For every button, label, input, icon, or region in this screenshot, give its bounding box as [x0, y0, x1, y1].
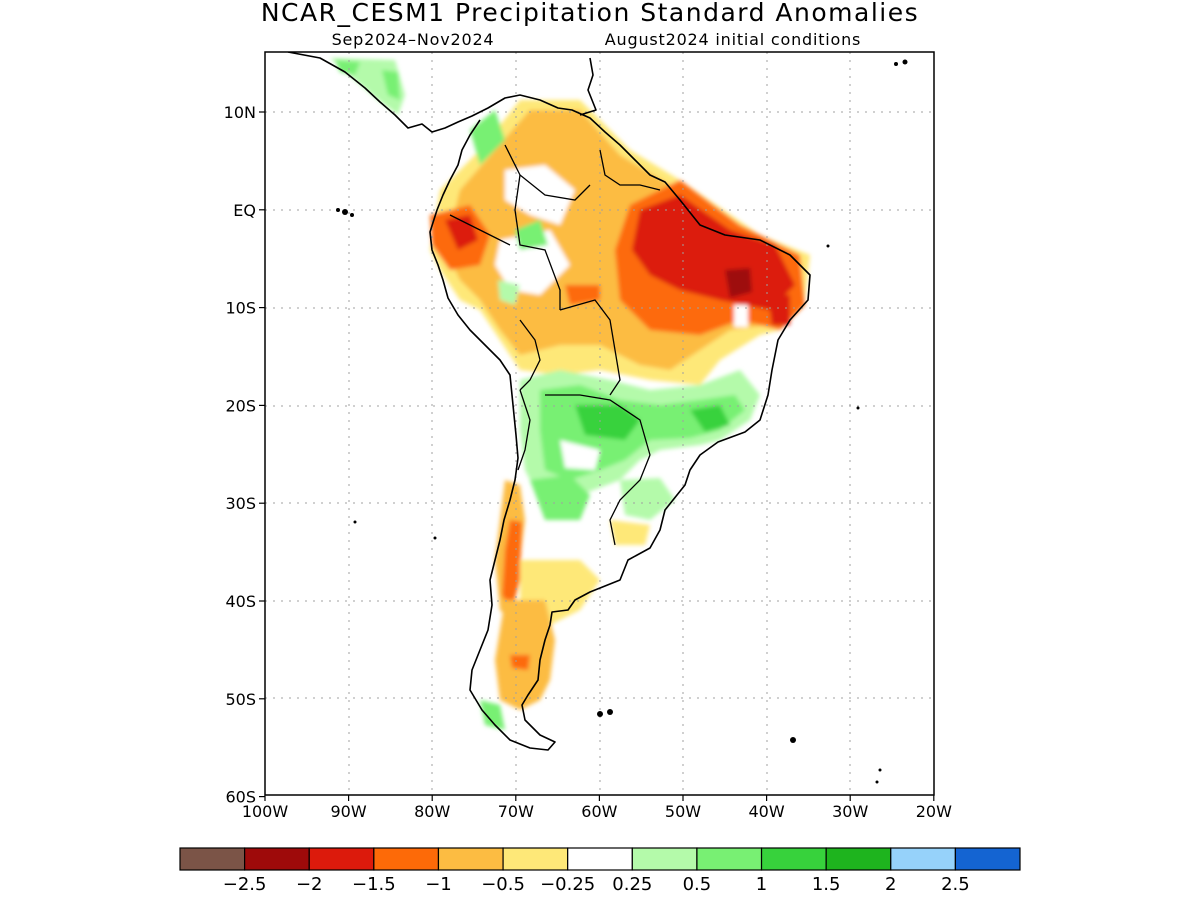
country-borders: [449, 144, 661, 546]
anomaly-amazon-dry-1: [565, 285, 600, 305]
anomaly-uruguay-dry: [610, 520, 650, 545]
lon-label: 100W: [242, 802, 289, 821]
colorbar-swatch: [631, 847, 698, 871]
colorbar-label: −2.5: [223, 874, 267, 895]
colorbar: −2.5 −2 −1.5 −1 −0.5 −0.25 0.25 0.5 1 1.5 2 2.5: [179, 847, 1021, 895]
lon-label: 50W: [665, 802, 701, 821]
islands: [336, 59, 908, 784]
colorbar-label: −2: [296, 874, 323, 895]
colorbar-swatch: [954, 847, 1021, 871]
colorbar-swatch: [502, 847, 569, 871]
colorbar-swatch: [890, 847, 956, 871]
lon-label: 80W: [414, 802, 450, 821]
lat-label: 60S: [225, 788, 256, 807]
initial-conditions: August2024 initial conditions: [605, 30, 861, 49]
lat-label: 10S: [225, 299, 256, 318]
anomaly-ecuador-dry-1-5: [445, 215, 478, 250]
lon-label: 30W: [832, 802, 868, 821]
anomaly-brazil-dry-1-5: [632, 195, 795, 310]
longitude-axis: 100W 90W 80W 70W 60W 50W 40W 30W 20W: [242, 795, 952, 821]
anomaly-uruguay-wet: [620, 478, 675, 520]
colorbar-label: 1.5: [812, 874, 841, 895]
colorbar-swatch: [373, 847, 440, 871]
lat-label: 20S: [225, 396, 256, 415]
colorbar-swatch: [696, 847, 763, 871]
colorbar-label: 2.5: [941, 874, 970, 895]
lat-label: 30S: [225, 494, 256, 513]
colorbar-label: 1: [756, 874, 767, 895]
anomaly-brazil-east-dry: [768, 295, 790, 325]
colorbar-label: −1: [425, 874, 452, 895]
lat-label: 40S: [225, 592, 256, 611]
anomaly-central-america-wet-core: [335, 60, 360, 75]
anomaly-colombia-wet: [470, 110, 505, 165]
coastlines: [287, 52, 811, 751]
forecast-period: Sep2024–Nov2024: [332, 30, 495, 49]
lon-label: 60W: [581, 802, 617, 821]
colorbar-swatch: [308, 847, 375, 871]
lat-label: 50S: [225, 690, 256, 709]
map-panel: [265, 52, 934, 795]
anomaly-brazil-dry-2: [725, 268, 752, 298]
anomaly-neutral-peru: [495, 230, 570, 295]
anomaly-andes-wet-small2: [498, 280, 520, 305]
anomaly-patagonia-dry-1: [510, 655, 530, 670]
lat-label: EQ: [233, 201, 256, 220]
lon-label: 40W: [749, 802, 785, 821]
anomaly-argentina-wet: [530, 475, 590, 520]
anomaly-panama-wet: [382, 70, 400, 100]
map-title: NCAR_CESM1 Precipitation Standard Anomal…: [261, 0, 919, 27]
colorbar-swatch: [437, 847, 504, 871]
anomaly-neutral-chaco: [560, 440, 600, 470]
anomaly-paraguay-wet-1: [575, 405, 640, 440]
latitude-axis: 10N EQ 10S 20S 30S 40S 50S 60S: [224, 103, 265, 807]
lon-label: 70W: [498, 802, 534, 821]
lon-label: 90W: [331, 802, 367, 821]
colorbar-label: 0.25: [612, 874, 652, 895]
colorbar-swatch: [567, 847, 633, 871]
colorbar-label: −0.25: [540, 874, 595, 895]
colorbar-swatch: [760, 847, 827, 871]
anomaly-chile-dry-1: [502, 520, 522, 610]
anomaly-brazil-white-gap: [734, 305, 748, 327]
colorbar-label: −0.5: [481, 874, 525, 895]
lat-label: 10N: [224, 103, 256, 122]
anomaly-andes-wet-small: [515, 220, 548, 250]
colorbar-label: 0.5: [683, 874, 712, 895]
colorbar-swatch: [244, 847, 310, 871]
anomaly-tierra-del-fuego-wet: [480, 700, 505, 730]
colorbar-swatch: [825, 847, 892, 871]
colorbar-label: 2: [885, 874, 896, 895]
lon-label: 20W: [916, 802, 952, 821]
caribbean-coast: [579, 57, 597, 116]
anomaly-brazil-south-wet-1: [690, 405, 730, 432]
colorbar-label: −1.5: [352, 874, 396, 895]
colorbar-swatch: [179, 847, 246, 871]
